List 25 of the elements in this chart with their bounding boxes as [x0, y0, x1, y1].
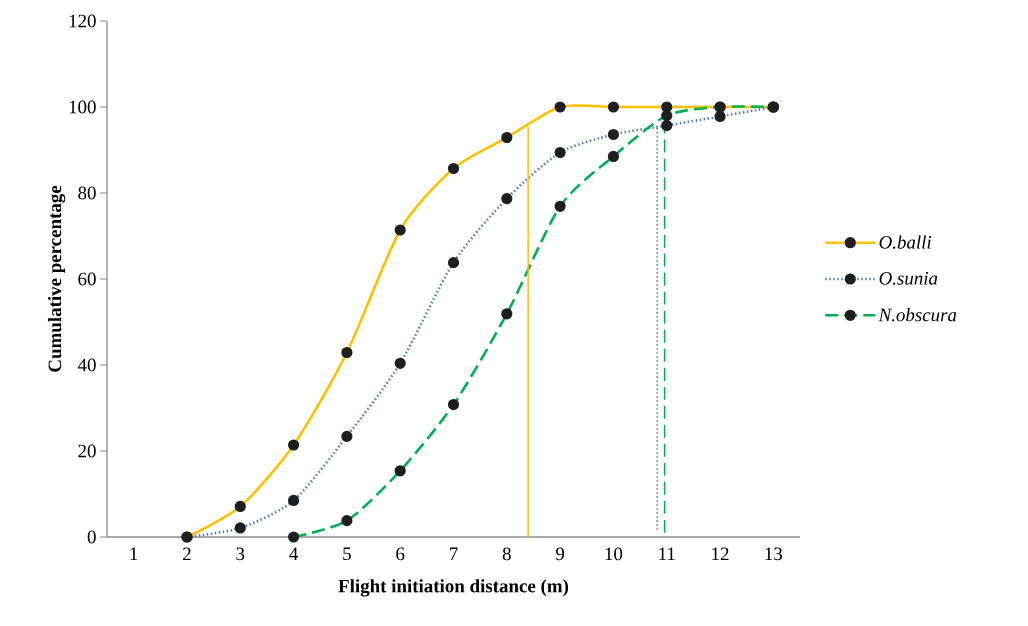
x-tick-label: 8 — [502, 547, 511, 561]
legend-label: O.balli — [879, 235, 932, 249]
x-tick-label: 5 — [343, 547, 351, 561]
legend-label: N.obscura — [878, 308, 957, 322]
y-tick-label: 100 — [69, 100, 96, 114]
y-axis-title: Cumulative percentage — [47, 185, 66, 372]
legend-label: O.sunia — [879, 271, 938, 285]
x-tick-label: 9 — [556, 547, 565, 561]
y-tick-label: 20 — [78, 444, 96, 458]
x-tick-label: 2 — [183, 547, 191, 561]
x-tick-label: 1 — [130, 547, 138, 561]
x-tick-label: 3 — [236, 547, 245, 561]
x-tick-label: 13 — [765, 547, 783, 561]
y-tick-label: 80 — [78, 186, 96, 200]
x-axis-title: Flight initiation distance (m) — [338, 579, 569, 597]
x-tick-label: 6 — [396, 547, 405, 561]
x-tick-label: 11 — [659, 547, 675, 561]
x-tick-label: 4 — [289, 547, 299, 560]
x-tick-label: 10 — [605, 547, 623, 561]
y-tick-label: 120 — [69, 14, 96, 28]
y-tick-label: 60 — [78, 272, 96, 286]
y-tick-label: 40 — [77, 358, 96, 372]
x-tick-label: 7 — [450, 547, 458, 560]
y-tick-label: 0 — [87, 530, 96, 544]
x-tick-label: 12 — [712, 547, 729, 561]
